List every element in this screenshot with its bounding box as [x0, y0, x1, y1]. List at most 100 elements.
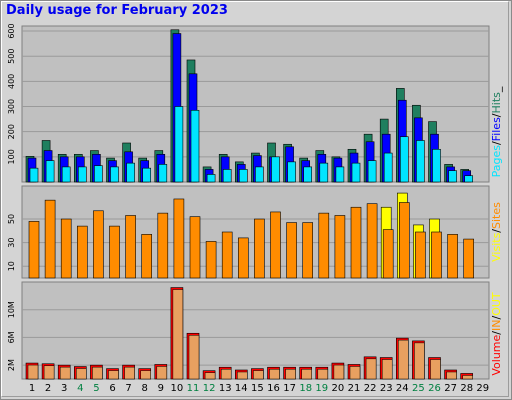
legend-visits-sites-part: Sites [490, 202, 503, 229]
bar-volume-day-10 [172, 289, 184, 380]
bar-sites-day-16 [270, 211, 281, 279]
bar-sites-day-20 [334, 215, 346, 279]
bar-pages-day-5 [94, 165, 103, 183]
bar-volume-day-13 [220, 368, 232, 380]
bar-pages-day-14 [239, 169, 248, 183]
legend-visits-sites: Visits/Sites [490, 202, 503, 262]
bar-pages-day-19 [319, 162, 329, 183]
x-tick-label-day-20: 20 [332, 383, 345, 394]
legend-volume-in-out-part: Volume [490, 334, 503, 375]
bar-sites-day-9 [157, 212, 169, 279]
legend-volume-in-out: Volume/IN/OUT [490, 292, 503, 376]
panel-volume-ytick-label: 6M [7, 331, 16, 343]
bar-sites-day-5 [93, 210, 104, 279]
panel-hits-files-pages-ytick-label: 500 [7, 49, 16, 64]
bar-volume-day-12 [204, 372, 216, 380]
x-tick-label-day-9: 9 [158, 383, 164, 394]
legend-pages-files-hits-part: Hits [490, 92, 503, 114]
x-tick-label-day-22: 22 [364, 383, 377, 394]
panel-hits-files-pages-ytick-label: 300 [7, 99, 16, 114]
bar-pages-day-16 [271, 156, 280, 183]
bar-pages-day-13 [222, 169, 232, 183]
bar-pages-day-1 [29, 167, 39, 183]
bar-volume-day-20 [333, 364, 345, 380]
bar-volume-day-16 [269, 368, 280, 380]
panel-volume-background [21, 281, 490, 380]
bar-volume-day-15 [253, 370, 264, 380]
bar-volume-day-3 [59, 366, 71, 380]
x-tick-label-day-4: 4 [77, 383, 83, 394]
bar-volume-day-7 [124, 366, 135, 380]
bar-pages-day-17 [287, 161, 296, 183]
bar-sites-day-8 [141, 234, 152, 279]
bar-pages-day-10 [174, 106, 184, 183]
legend-pages-files-hits-part: _ [490, 86, 503, 93]
bar-pages-day-8 [142, 167, 151, 183]
bar-pages-day-4 [78, 166, 87, 183]
bar-sites-day-10 [173, 198, 185, 279]
x-tick-label-day-3: 3 [61, 383, 67, 394]
bar-sites-day-21 [350, 206, 362, 279]
bar-volume-day-26 [430, 359, 441, 380]
bar-volume-day-25 [414, 342, 425, 380]
bar-pages-day-23 [383, 152, 393, 183]
bar-sites-day-26 [431, 231, 442, 279]
bar-sites-day-1 [28, 221, 40, 279]
bar-volume-day-11 [188, 335, 200, 380]
x-tick-label-day-7: 7 [125, 383, 131, 394]
bar-volume-day-4 [76, 368, 87, 380]
legend-pages-files-hits-part: / [490, 141, 503, 145]
bar-volume-day-9 [156, 366, 168, 380]
x-tick-label-day-17: 17 [283, 383, 296, 394]
x-tick-label-day-10: 10 [171, 383, 184, 394]
bar-sites-day-24 [398, 202, 410, 279]
panel-visits-sites-ytick-label: 10 [7, 261, 16, 271]
x-tick-label-day-19: 19 [315, 383, 328, 394]
bar-sites-day-6 [109, 225, 120, 279]
bar-sites-day-13 [221, 231, 233, 279]
bar-volume-day-22 [365, 358, 377, 380]
legend-visits-sites-part: / [490, 229, 503, 233]
bar-volume-day-28 [462, 375, 473, 380]
bar-pages-day-6 [110, 166, 119, 183]
bar-volume-day-1 [27, 364, 39, 380]
bar-sites-day-7 [125, 215, 136, 279]
bar-volume-day-21 [349, 366, 361, 380]
bar-pages-day-11 [190, 109, 200, 183]
bar-volume-day-5 [92, 366, 103, 380]
x-tick-label-day-24: 24 [396, 383, 409, 394]
bar-pages-day-22 [367, 160, 377, 183]
bar-sites-day-4 [77, 225, 88, 279]
legend-volume-in-out-part: / [490, 316, 503, 320]
legend-pages-files-hits-part: / [490, 113, 503, 117]
panel-volume-ytick-label: 10M [7, 301, 16, 318]
bar-volume-day-14 [237, 371, 248, 380]
panel-hits-files-pages-ytick-label: 400 [7, 74, 16, 89]
x-tick-label-day-26: 26 [428, 383, 441, 394]
bar-pages-day-3 [61, 166, 71, 183]
x-tick-label-day-2: 2 [45, 383, 51, 394]
x-tick-label-day-28: 28 [460, 383, 473, 394]
bar-pages-day-2 [45, 160, 55, 183]
legend-volume-in-out-part: OUT [490, 292, 503, 316]
legend-pages-files-hits-part: Pages [490, 145, 503, 178]
legend-volume-in-out-part: / [490, 331, 503, 335]
bar-volume-day-8 [140, 370, 151, 380]
bar-sites-day-2 [44, 199, 56, 279]
panel-visits-sites-ytick-label: 30 [7, 238, 16, 248]
panel-visits-sites-ytick-label: 50 [7, 214, 16, 224]
bar-pages-day-25 [416, 140, 425, 183]
bar-pages-day-18 [303, 166, 313, 183]
bar-sites-day-14 [238, 237, 249, 279]
bar-volume-day-19 [317, 368, 329, 380]
bar-volume-day-23 [381, 359, 393, 380]
bar-pages-day-26 [432, 148, 441, 183]
x-tick-label-day-23: 23 [380, 383, 393, 394]
bar-volume-day-18 [301, 368, 312, 380]
bar-volume-day-2 [43, 365, 55, 380]
x-tick-label-day-16: 16 [267, 383, 280, 394]
x-tick-label-day-18: 18 [299, 383, 312, 394]
bar-sites-day-18 [302, 222, 314, 279]
x-tick-label-day-15: 15 [251, 383, 264, 394]
